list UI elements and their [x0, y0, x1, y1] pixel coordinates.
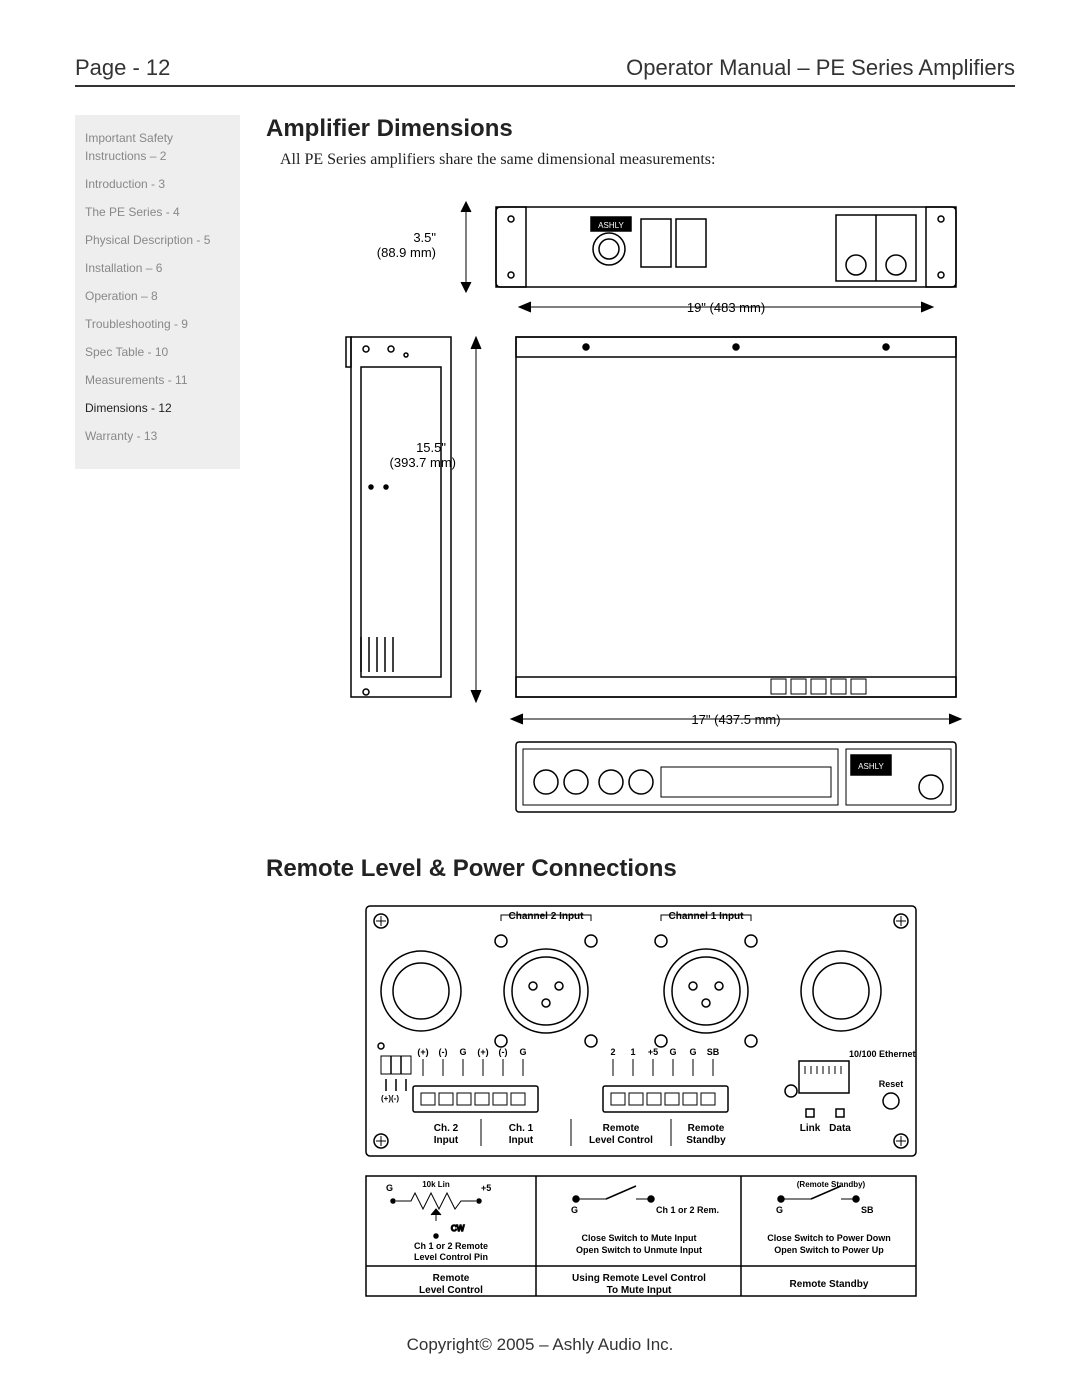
svg-text:+5: +5 [481, 1183, 491, 1193]
svg-text:Data: Data [829, 1123, 851, 1134]
page-header: Page - 12 Operator Manual – PE Series Am… [75, 55, 1015, 87]
svg-text:G: G [459, 1047, 466, 1057]
svg-text:Standby: Standby [686, 1135, 726, 1146]
manual-title: Operator Manual – PE Series Amplifiers [626, 55, 1015, 81]
svg-text:G: G [689, 1047, 696, 1057]
svg-text:Input: Input [508, 1135, 533, 1146]
svg-text:Close Switch to Mute Input: Close Switch to Mute Input [581, 1233, 696, 1243]
svg-text:15.5": 15.5" [416, 440, 446, 455]
svg-text:SB: SB [861, 1205, 874, 1215]
main-content: Amplifier Dimensions All PE Series ampli… [266, 115, 1015, 1339]
svg-text:Reset: Reset [878, 1079, 903, 1089]
copyright-footer: Copyright© 2005 – Ashly Audio Inc. [0, 1335, 1080, 1355]
svg-text:Using Remote Level Control: Using Remote Level Control [572, 1273, 706, 1284]
svg-text:(-): (-) [498, 1047, 507, 1057]
svg-text:(-): (-) [438, 1047, 447, 1057]
svg-text:Link: Link [799, 1123, 820, 1134]
svg-text:(+): (+) [477, 1047, 488, 1057]
svg-text:ASHLY: ASHLY [598, 221, 624, 230]
toc-item[interactable]: Warranty - 13 [85, 427, 230, 445]
svg-text:G: G [519, 1047, 526, 1057]
svg-text:Ch. 1: Ch. 1 [508, 1123, 533, 1134]
toc-item[interactable]: Operation – 8 [85, 287, 230, 305]
svg-text:G: G [571, 1205, 578, 1215]
svg-text:CW: CW [451, 1224, 465, 1233]
svg-text:Close Switch to Power Down: Close Switch to Power Down [767, 1233, 891, 1243]
svg-text:1: 1 [630, 1047, 635, 1057]
svg-text:(88.9 mm): (88.9 mm) [376, 245, 435, 260]
svg-text:Level Control: Level Control [589, 1135, 653, 1146]
svg-text:Input: Input [433, 1135, 458, 1146]
toc-item[interactable]: Measurements - 11 [85, 371, 230, 389]
svg-text:Open Switch to Power Up: Open Switch to Power Up [774, 1245, 884, 1255]
toc-item[interactable]: Introduction - 3 [85, 175, 230, 193]
svg-text:(+): (+) [417, 1047, 428, 1057]
toc-item-active[interactable]: Dimensions - 12 [85, 399, 230, 417]
toc-item[interactable]: Physical Description - 5 [85, 231, 230, 249]
toc-item[interactable]: Spec Table - 10 [85, 343, 230, 361]
svg-text:To Mute Input: To Mute Input [606, 1285, 671, 1296]
toc-item[interactable]: Troubleshooting - 9 [85, 315, 230, 333]
svg-text:2: 2 [610, 1047, 615, 1057]
svg-text:10/100 Ethernet: 10/100 Ethernet [849, 1049, 916, 1059]
svg-text:Open Switch to Unmute Input: Open Switch to Unmute Input [576, 1245, 702, 1255]
svg-text:Channel 2 Input: Channel 2 Input [508, 911, 584, 922]
svg-text:G: G [669, 1047, 676, 1057]
svg-text:Level Control: Level Control [419, 1285, 483, 1296]
connections-diagram: CW Channel 2 Input Channel 1 Input 10/10… [351, 891, 931, 1311]
svg-text:Remote: Remote [602, 1123, 639, 1134]
section-body: All PE Series amplifiers share the same … [280, 151, 1015, 169]
svg-text:10k Lin: 10k Lin [422, 1180, 450, 1189]
section-title-connections: Remote Level & Power Connections [266, 855, 1015, 883]
dimensions-diagram: 3.5" (88.9 mm) 19" (483 mm) 15.5" (393.7… [291, 187, 991, 827]
svg-text:Remote: Remote [687, 1123, 724, 1134]
svg-text:Channel 1 Input: Channel 1 Input [668, 911, 744, 922]
page-number: Page - 12 [75, 55, 170, 81]
svg-text:Ch. 2: Ch. 2 [433, 1123, 458, 1134]
svg-text:17" (437.5 mm): 17" (437.5 mm) [691, 712, 780, 727]
svg-text:Remote: Remote [432, 1273, 469, 1284]
svg-text:G: G [386, 1183, 393, 1193]
svg-text:ASHLY: ASHLY [858, 762, 884, 771]
svg-text:(+)(-): (+)(-) [381, 1094, 399, 1103]
toc-item[interactable]: Installation – 6 [85, 259, 230, 277]
toc-item[interactable]: Important Safety Instructions – 2 [85, 129, 230, 165]
toc-sidebar: Important Safety Instructions – 2 Introd… [75, 115, 240, 469]
section-title-dimensions: Amplifier Dimensions [266, 115, 1015, 143]
svg-text:+5: +5 [647, 1047, 657, 1057]
svg-text:(Remote Standby): (Remote Standby) [796, 1180, 865, 1189]
svg-text:SB: SB [706, 1047, 719, 1057]
svg-text:Ch 1 or 2 Rem.: Ch 1 or 2 Rem. [656, 1205, 719, 1215]
svg-text:Level Control Pin: Level Control Pin [413, 1252, 487, 1262]
svg-text:Ch 1 or 2 Remote: Ch 1 or 2 Remote [413, 1241, 487, 1251]
svg-text:Remote Standby: Remote Standby [789, 1279, 868, 1290]
svg-text:3.5": 3.5" [413, 230, 436, 245]
svg-text:(393.7 mm): (393.7 mm) [389, 455, 455, 470]
toc-item[interactable]: The PE Series - 4 [85, 203, 230, 221]
svg-text:G: G [776, 1205, 783, 1215]
svg-text:19" (483 mm): 19" (483 mm) [686, 300, 764, 315]
